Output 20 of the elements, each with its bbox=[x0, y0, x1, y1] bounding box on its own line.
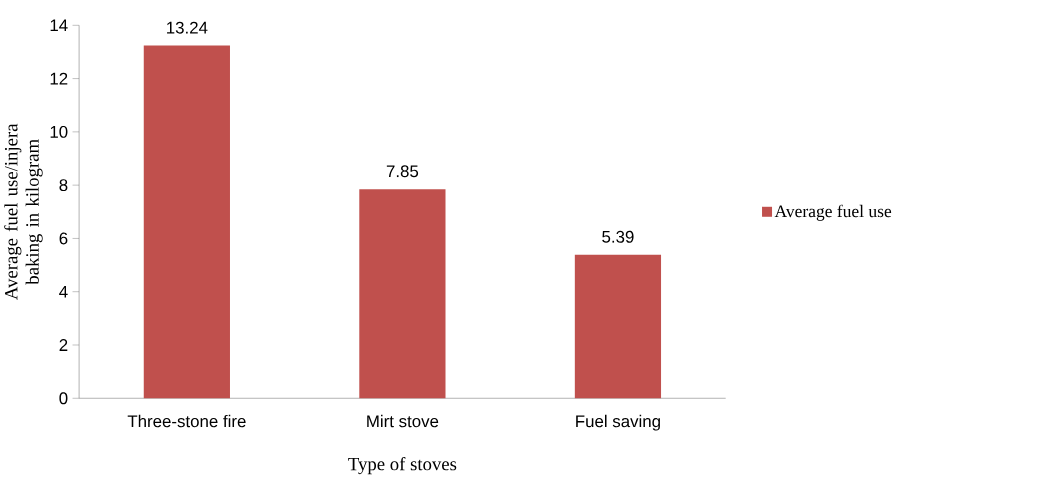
data-label: 13.24 bbox=[167, 21, 208, 34]
data-label: 7.85 bbox=[386, 165, 419, 178]
y-tick-label: 8 bbox=[59, 179, 68, 192]
x-axis-title: Type of stoves bbox=[348, 457, 457, 475]
y-tick-label: 2 bbox=[59, 339, 68, 352]
y-tick-label: 0 bbox=[59, 392, 68, 405]
x-tick-label: Fuel saving bbox=[576, 415, 660, 431]
y-tick-label: 14 bbox=[50, 19, 68, 32]
y-tick-label: 4 bbox=[59, 286, 68, 298]
x-tick-label: Three-stone fire bbox=[127, 415, 246, 428]
x-tick-label: Mirt stove bbox=[367, 415, 439, 428]
y-tick-label: 12 bbox=[50, 72, 68, 85]
bar bbox=[574, 254, 662, 399]
y-axis-title: Average fuel use/injera baking in kilogram bbox=[4, 123, 43, 301]
y-tick-label: 6 bbox=[59, 232, 68, 245]
bar bbox=[143, 45, 230, 399]
legend-label: Average fuel use bbox=[774, 204, 892, 221]
y-tick-label: 10 bbox=[50, 126, 68, 139]
data-label: 5.39 bbox=[602, 231, 634, 243]
bar bbox=[359, 189, 446, 399]
